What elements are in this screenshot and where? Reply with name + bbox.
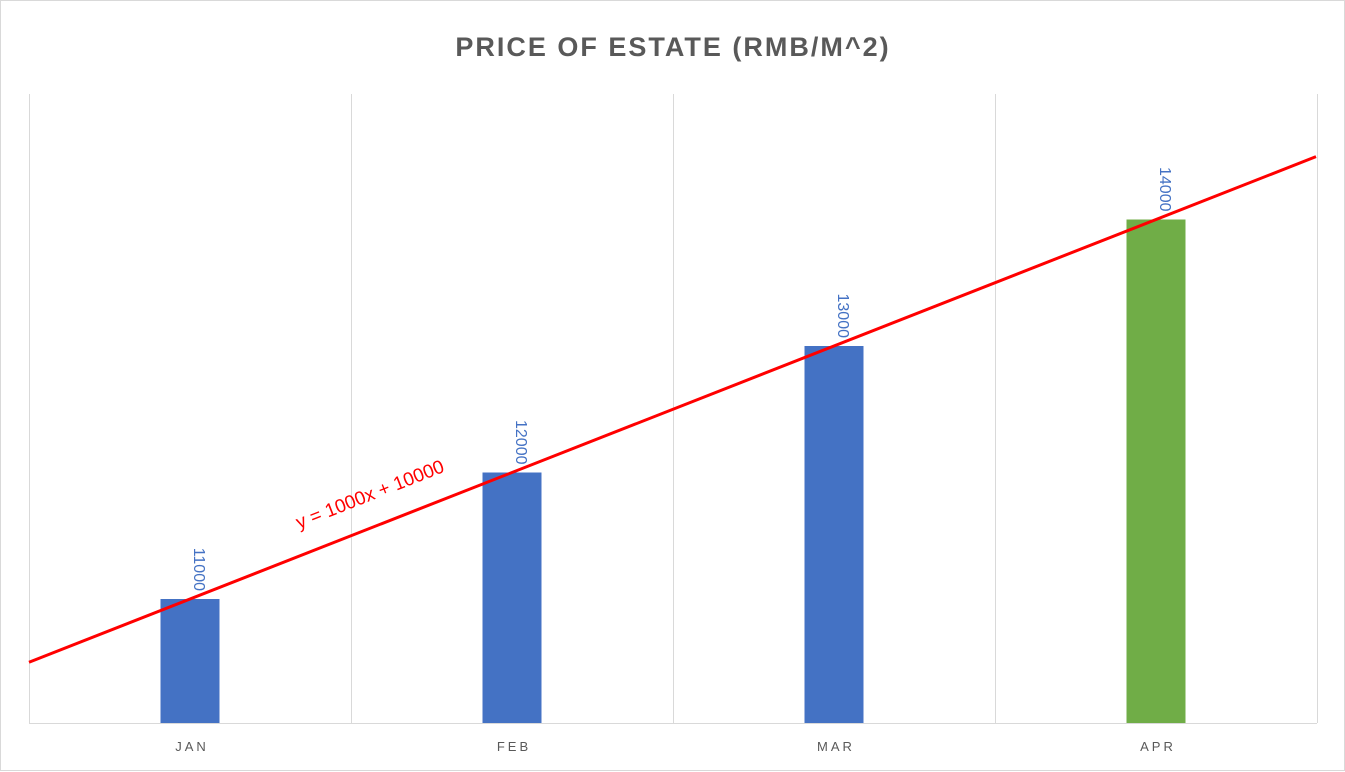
x-tick-mar: MAR bbox=[817, 739, 855, 754]
trendline-group: y = 1000x + 10000 bbox=[28, 155, 1317, 664]
data-label-jan: 11000 bbox=[190, 548, 207, 591]
data-label-apr: 14000 bbox=[1156, 167, 1173, 212]
data-labels: 11000 12000 13000 14000 bbox=[190, 167, 1173, 591]
x-axis-ticks: JAN FEB MAR APR bbox=[175, 739, 1176, 754]
data-label-mar: 13000 bbox=[834, 294, 851, 339]
x-tick-jan: JAN bbox=[175, 739, 209, 754]
bar-feb bbox=[482, 472, 542, 723]
bar-jan bbox=[160, 599, 220, 723]
trendline-equation: y = 1000x + 10000 bbox=[293, 457, 447, 534]
trendline bbox=[28, 155, 1317, 664]
chart-title: PRICE OF ESTATE (RMB/M^2) bbox=[455, 32, 890, 62]
bar-apr bbox=[1126, 219, 1186, 723]
bars bbox=[160, 219, 1186, 723]
bar-mar bbox=[804, 346, 864, 723]
x-tick-feb: FEB bbox=[497, 739, 531, 754]
data-label-feb: 12000 bbox=[512, 420, 529, 465]
x-tick-apr: APR bbox=[1140, 739, 1176, 754]
